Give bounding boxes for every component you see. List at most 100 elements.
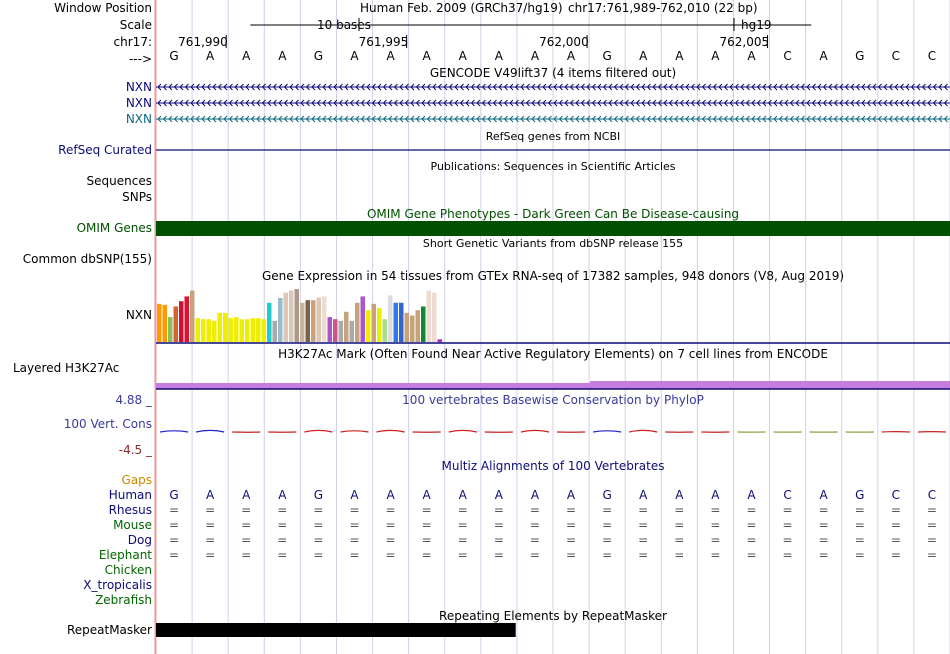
multiz-match-symbol: = (349, 503, 360, 517)
gencode-item-label[interactable]: NXN (125, 80, 152, 94)
ruler-tick-label: 762,005 (719, 35, 770, 49)
phylop-score-mark (340, 430, 369, 433)
gtex-label[interactable]: NXN (125, 308, 152, 322)
multiz-track-title[interactable]: Multiz Alignments of 100 Vertebrates (441, 459, 665, 473)
phylop-max-label: 4.88 _ (115, 393, 152, 407)
multiz-species-label[interactable]: Dog (127, 533, 152, 547)
gtex-tissue-bar (283, 292, 288, 342)
multiz-match-symbol: = (205, 503, 216, 517)
multiz-match-symbol: = (890, 548, 901, 562)
multiz-human-base: C (891, 488, 901, 502)
h3k27ac-signal (156, 383, 590, 389)
h3k27ac-label[interactable]: Layered H3K27Ac (13, 361, 120, 375)
multiz-gaps-label[interactable]: Gaps (121, 473, 152, 487)
multiz-match-symbol: = (854, 533, 865, 547)
assembly-title: Human Feb. 2009 (GRCh37/hg19) (360, 1, 563, 15)
multiz-human-base: A (242, 488, 251, 502)
dbsnp-label[interactable]: Common dbSNP(155) (22, 252, 152, 266)
multiz-match-symbol: = (890, 518, 901, 532)
multiz-match-symbol: = (926, 518, 937, 532)
multiz-match-symbol: = (602, 533, 613, 547)
multiz-species-label[interactable]: Elephant (98, 548, 152, 562)
dbsnp-track-title[interactable]: Short Genetic Variants from dbSNP releas… (422, 237, 684, 250)
multiz-human-base: G (313, 488, 324, 502)
multiz-match-symbol: = (457, 503, 468, 517)
base-letter: A (711, 49, 720, 63)
multiz-species-label[interactable]: Human (108, 488, 152, 502)
multiz-match-symbol: = (169, 503, 180, 517)
multiz-match-symbol: = (782, 533, 793, 547)
gtex-tissue-bar (250, 318, 255, 342)
multiz-match-symbol: = (493, 503, 504, 517)
gencode-track-title[interactable]: GENCODE V49lift37 (4 items filtered out) (429, 66, 677, 80)
gtex-tissue-bar (190, 290, 195, 342)
gencode-item-label[interactable]: NXN (125, 96, 152, 110)
multiz-match-symbol: = (385, 548, 396, 562)
multiz-match-symbol: = (674, 503, 685, 517)
multiz-match-symbol: = (385, 503, 396, 517)
gtex-tissue-bar (415, 310, 420, 342)
multiz-match-symbol: = (277, 533, 288, 547)
gtex-tissue-bar (289, 290, 294, 342)
multiz-match-symbol: = (890, 533, 901, 547)
multiz-species-label[interactable]: Chicken (104, 563, 152, 577)
repeatmasker-track-title[interactable]: Repeating Elements by RepeatMasker (439, 609, 667, 623)
gtex-tissue-bar (393, 302, 398, 342)
omim-track-title[interactable]: OMIM Gene Phenotypes - Dark Green Can Be… (366, 207, 740, 221)
multiz-match-symbol: = (277, 503, 288, 517)
phylop-label[interactable]: 100 Vert. Cons (63, 417, 152, 431)
base-letter: A (566, 49, 576, 63)
gtex-tissue-bar (382, 319, 387, 342)
gtex-tissue-bar (366, 310, 371, 342)
gtex-tissue-bar (223, 312, 228, 342)
multiz-match-symbol: = (890, 503, 901, 517)
gtex-tissue-bar (162, 304, 167, 342)
multiz-species-label[interactable]: Rhesus (108, 503, 152, 517)
multiz-match-symbol: = (746, 548, 757, 562)
gtex-tissue-bar (157, 303, 162, 342)
multiz-human-base: A (494, 488, 503, 502)
multiz-human-base: A (566, 488, 576, 502)
base-letter: A (530, 49, 540, 63)
multiz-match-symbol: = (421, 533, 432, 547)
gtex-tissue-bar (294, 289, 299, 342)
gtex-tissue-bar (272, 320, 277, 342)
gtex-tissue-bar (245, 319, 250, 342)
publications-sequences-label[interactable]: Sequences (86, 174, 152, 188)
gtex-tissue-bar (360, 296, 365, 342)
gencode-item-label[interactable]: NXN (125, 112, 152, 126)
multiz-match-symbol: = (638, 533, 649, 547)
multiz-species-label[interactable]: Zebrafish (95, 593, 152, 607)
multiz-match-symbol: = (782, 548, 793, 562)
gtex-tissue-bar (305, 300, 310, 342)
multiz-match-symbol: = (421, 548, 432, 562)
multiz-match-symbol: = (529, 518, 540, 532)
multiz-species-label[interactable]: X_tropicalis (83, 578, 152, 592)
repeatmasker-label[interactable]: RepeatMasker (66, 623, 152, 637)
multiz-match-symbol: = (241, 503, 252, 517)
gtex-tissue-bar (432, 292, 437, 342)
multiz-match-symbol: = (674, 533, 685, 547)
multiz-match-symbol: = (818, 518, 829, 532)
publications-track-title[interactable]: Publications: Sequences in Scientific Ar… (430, 160, 676, 173)
gtex-track-title[interactable]: Gene Expression in 54 tissues from GTEx … (261, 269, 845, 283)
phylop-score-mark (448, 429, 477, 433)
refseq-track-title[interactable]: RefSeq genes from NCBI (485, 130, 621, 143)
multiz-match-symbol: = (674, 548, 685, 562)
base-letter: G (169, 49, 179, 63)
multiz-match-symbol: = (710, 533, 721, 547)
publications-snps-label[interactable]: SNPs (122, 190, 152, 204)
multiz-species-label[interactable]: Mouse (113, 518, 152, 532)
phylop-track-title[interactable]: 100 vertebrates Basewise Conservation by… (402, 393, 704, 407)
multiz-match-symbol: = (638, 503, 649, 517)
ruler-tick-label: 761,990 (178, 35, 228, 49)
multiz-match-symbol: = (457, 518, 468, 532)
h3k27ac-track-title[interactable]: H3K27Ac Mark (Often Found Near Active Re… (278, 347, 828, 361)
refseq-label[interactable]: RefSeq Curated (58, 143, 152, 157)
omim-label[interactable]: OMIM Genes (76, 221, 152, 235)
multiz-match-symbol: = (349, 518, 360, 532)
multiz-match-symbol: = (421, 503, 432, 517)
gtex-tissue-bar (217, 312, 222, 342)
multiz-human-base: A (350, 488, 359, 502)
position-readout: chr17:761,989-762,010 (22 bp) (568, 1, 758, 15)
